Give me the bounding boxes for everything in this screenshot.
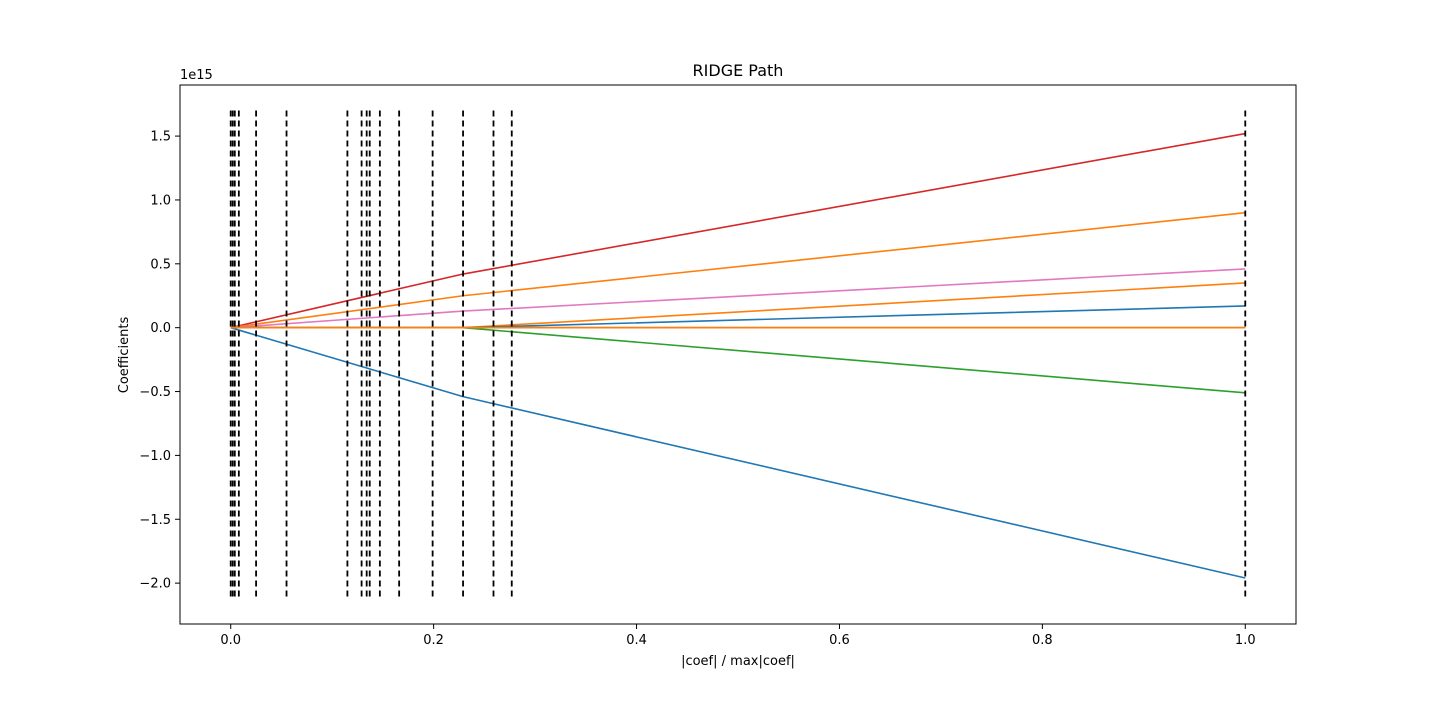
y-offset-text: 1e15: [180, 68, 213, 83]
y-axis-label: Coefficients: [117, 317, 132, 394]
series-layer: [230, 132, 1246, 579]
x-axis: 0.0 0.2 0.4 0.6 0.8 1.0: [220, 624, 1256, 648]
series-line-7: [230, 326, 1246, 579]
y-tick-label: −1.5: [139, 513, 171, 528]
x-tick-label: 0.0: [220, 633, 241, 648]
x-tick-label: 0.6: [829, 633, 850, 648]
y-tick-label: −0.5: [139, 385, 171, 400]
y-tick-label: 1.0: [150, 193, 171, 208]
x-tick-label: 0.4: [626, 633, 647, 648]
y-tick-label: −1.0: [139, 449, 171, 464]
y-tick-label: −2.0: [139, 577, 171, 592]
y-tick-label: 0.5: [150, 257, 171, 272]
vline-layer: [229, 110, 1247, 599]
x-tick-label: 0.2: [423, 633, 444, 648]
axes-frame: [179, 84, 1297, 625]
y-axis: 1.5 1.0 0.5 0.0 −0.5 −1.0 −1.5 −2.0: [139, 130, 180, 592]
y-tick-label: 1.5: [150, 130, 171, 145]
y-tick-label: 0.0: [150, 321, 171, 336]
x-tick-label: 0.8: [1032, 633, 1053, 648]
x-tick-label: 1.0: [1235, 633, 1256, 648]
x-axis-label: |coef| / max|coef|: [681, 654, 795, 669]
chart-title: RIDGE Path: [693, 61, 784, 80]
plot-area: [229, 110, 1247, 599]
